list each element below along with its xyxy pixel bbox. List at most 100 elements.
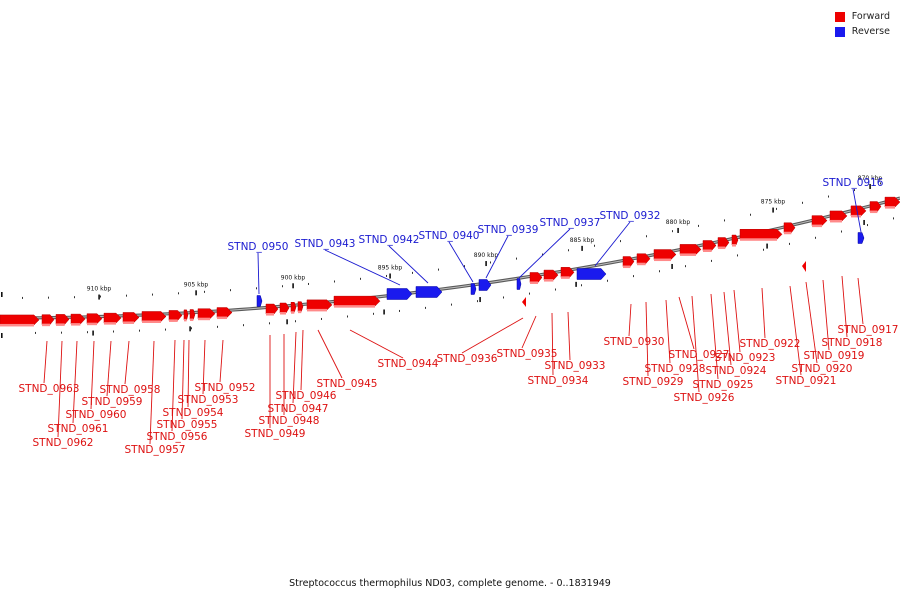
forward-gene-shadow xyxy=(123,321,134,324)
forward-gene-arrow xyxy=(279,302,290,314)
gene-stnd-0929: STND_0929 xyxy=(623,301,684,388)
gene-stnd-0947: STND_0947 xyxy=(268,331,329,415)
forward-gene-shadow xyxy=(298,310,302,314)
major-tick-top xyxy=(1,292,3,297)
leader-line xyxy=(43,340,48,384)
legend-label-forward: Forward xyxy=(851,11,890,22)
reverse-gene-arrow xyxy=(256,295,263,307)
minor-tick-bottom xyxy=(893,217,894,220)
leader-line xyxy=(300,329,304,391)
forward-gene-shadow xyxy=(885,206,895,209)
forward-gene-shadow xyxy=(142,320,161,323)
kbp-labels: 870 kbp 875 kbp 880 kbp 885 kbp 890 kbp 895 k… xyxy=(87,175,883,293)
gene-stnd-0916: STND_0916 xyxy=(823,177,884,233)
forward-gene-shadow xyxy=(169,319,178,322)
leader-line xyxy=(665,299,671,364)
leader-line xyxy=(761,287,766,339)
gene-stnd-0924: STND_0924 xyxy=(706,291,767,377)
legend: Forward Reverse xyxy=(834,9,890,39)
minor-tick-top xyxy=(568,249,569,252)
minor-tick-top xyxy=(100,295,101,298)
forward-gene-shadow xyxy=(561,276,570,279)
forward-gene-shadow xyxy=(830,219,842,223)
forward-gene-arrow xyxy=(679,244,702,255)
forward-strand-blocks xyxy=(0,196,900,327)
gene-label: STND_0963 xyxy=(19,383,80,395)
leader-line xyxy=(124,340,130,385)
major-tick-top xyxy=(772,207,774,213)
gene-stnd-0952: STND_0952 xyxy=(195,339,256,394)
minor-tick-bottom xyxy=(451,303,452,306)
forward-gene-arrow xyxy=(731,234,739,246)
leader-line xyxy=(57,340,63,438)
leader-line xyxy=(805,281,818,364)
minor-tick-top xyxy=(620,240,621,243)
minor-tick-top xyxy=(516,257,517,260)
gene-label: STND_0954 xyxy=(163,407,224,419)
gene-label: STND_0958 xyxy=(100,384,161,396)
gene-stnd-0961: STND_0961 xyxy=(48,340,109,435)
minor-tick-top xyxy=(74,296,75,299)
forward-gene-arrow xyxy=(168,310,183,321)
reverse-gene-arrow xyxy=(516,278,522,290)
minor-tick-bottom xyxy=(295,320,296,323)
forward-gene-arrow xyxy=(216,307,233,318)
legend-item-reverse: Reverse xyxy=(834,24,890,39)
minor-tick-bottom xyxy=(61,331,62,334)
minor-tick-top xyxy=(360,277,361,280)
gene-stnd-0922: STND_0922 xyxy=(740,287,801,350)
leader-line xyxy=(349,329,404,359)
forward-gene-arrow xyxy=(183,309,189,321)
forward-gene-arrow xyxy=(297,301,304,312)
gene-stnd-0959: STND_0959 xyxy=(82,340,143,408)
leader-line xyxy=(628,303,632,337)
minor-tick-bottom xyxy=(503,296,504,299)
gene-label: STND_0916 xyxy=(823,177,884,189)
forward-gene-arrow xyxy=(622,256,635,267)
minor-tick-top xyxy=(672,230,673,233)
forward-gene-shadow xyxy=(623,265,631,269)
forward-gene-arrow xyxy=(884,196,900,208)
minor-tick-bottom xyxy=(659,270,660,273)
minor-tick-bottom xyxy=(243,324,244,327)
minor-tick-top xyxy=(542,253,543,256)
forward-gene-shadow xyxy=(184,318,187,322)
major-tick-top xyxy=(195,290,197,296)
minor-tick-bottom xyxy=(269,322,270,325)
minor-tick-bottom xyxy=(711,259,712,262)
forward-gene-arrow xyxy=(739,229,783,240)
forward-gene-arrow xyxy=(717,237,730,248)
minor-tick-bottom xyxy=(321,317,322,320)
forward-gene-shadow xyxy=(0,323,34,327)
forward-gene-shadow xyxy=(870,210,878,214)
gene-stnd-0946: STND_0946 xyxy=(276,329,337,402)
gene-label: STND_0934 xyxy=(528,375,589,387)
leader-line xyxy=(567,311,571,361)
reverse-gene-arrow xyxy=(386,288,413,300)
minor-tick-bottom xyxy=(685,265,686,268)
leader-line xyxy=(678,296,695,350)
gene-label: STND_0957 xyxy=(125,444,186,456)
minor-tick-top xyxy=(724,219,725,222)
forward-gene-shadow xyxy=(87,322,97,326)
forward-gene-arrow xyxy=(41,314,55,325)
forward-gene-shadow xyxy=(718,246,726,250)
major-tick-top xyxy=(869,183,871,189)
forward-gene-shadow xyxy=(703,249,712,252)
minor-tick-bottom xyxy=(841,230,842,233)
forward-gene-shadow xyxy=(784,231,792,235)
kbp-label: 870 kbp xyxy=(858,175,883,182)
minor-tick-top xyxy=(178,292,179,295)
leader-line xyxy=(171,339,176,432)
minor-tick-bottom xyxy=(763,248,764,251)
minor-tick-bottom xyxy=(529,292,530,295)
gene-stnd-0921: STND_0921 xyxy=(776,285,837,387)
gene-stnd-0932: STND_0932 xyxy=(594,210,661,267)
leader-line xyxy=(106,340,112,397)
forward-gene-arrow xyxy=(869,201,882,212)
minor-tick-bottom xyxy=(867,224,868,227)
minor-tick-top xyxy=(464,265,465,268)
leader-line xyxy=(324,249,401,286)
major-tick-bottom xyxy=(766,243,768,249)
gene-label: STND_0930 xyxy=(604,336,665,348)
